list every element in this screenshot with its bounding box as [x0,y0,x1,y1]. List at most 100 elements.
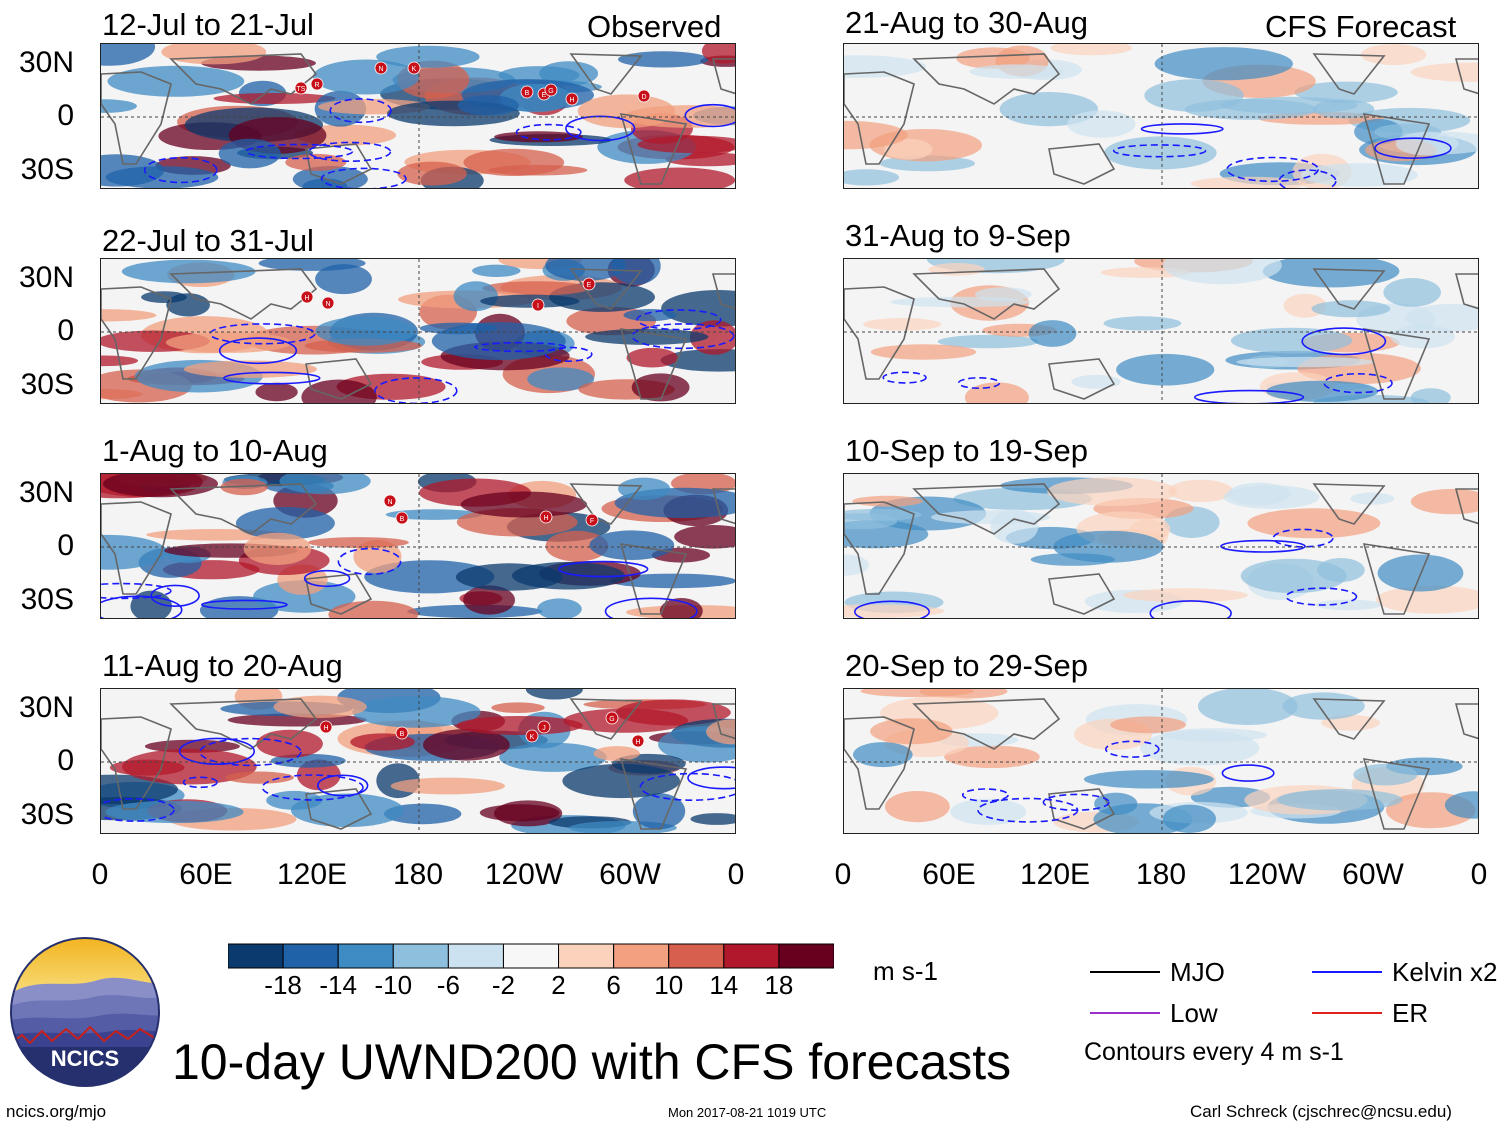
kelvin-contour [684,103,735,128]
svg-text:B: B [525,90,530,97]
panel-title-fc-3: 10-Sep to 19-Sep [845,433,1089,468]
coastline [1454,703,1478,740]
anomaly-blob [562,763,680,799]
kelvin-contour [1220,539,1306,553]
anomaly-blob [1353,763,1418,786]
colorbar-swatch [447,943,504,969]
kelvin-contour [1104,740,1160,758]
lat-tick-label: 30N [18,46,74,79]
anomaly-blob [480,294,580,308]
anomaly-blob [525,689,583,700]
lon-tick-label: 120E [276,858,348,891]
kelvin-contour [977,797,1079,823]
anomaly-blob [253,580,356,613]
map-panel-obs-3: N B H F [100,473,736,619]
anomaly-blob [1162,804,1216,833]
anomaly-blob [105,800,244,824]
lat-tick-label: 30S [20,798,74,831]
map-panel-fc-1 [843,43,1479,189]
lon-tick-label: 60E [179,858,233,891]
coastline [1454,273,1478,310]
anomaly-blob [101,44,156,66]
colorbar-swatch [337,943,394,969]
anomaly-blob [539,61,599,86]
lat-tick-label: 30N [18,261,74,294]
lon-tick-label: 180 [1135,858,1187,891]
anomaly-blob [990,509,1039,544]
coastline [169,268,318,320]
anomaly-blob [1116,353,1215,386]
lat-tick-label: 30N [18,476,74,509]
anomaly-blob [1104,136,1217,170]
logo-text: NCICS [51,1046,119,1071]
coastline [569,698,643,740]
anomaly-blob [844,169,900,186]
anomaly-blob [460,491,588,518]
anomaly-blob [919,689,1008,699]
svg-text:D: D [641,94,646,101]
anomaly-blob [141,291,187,303]
storm-marker: I [531,298,545,312]
svg-text:J: J [542,725,546,732]
anomaly-blob [273,695,367,718]
footer-author: Carl Schreck (cjschrec@ncsu.edu) [1190,1102,1452,1121]
kelvin-contour [178,737,256,766]
svg-text:G: G [548,88,553,95]
coastline [569,53,643,95]
storm-marker: G [544,83,558,97]
svg-text:E: E [587,282,592,289]
anomaly-blob [537,598,582,618]
lon-tick-label: 60W [1342,858,1404,891]
kelvin-contour [308,141,392,163]
anomaly-blob [1383,278,1441,307]
coastline [619,543,688,615]
storm-marker: E [582,277,596,291]
lat-tick-label: 0 [57,744,74,777]
anomaly-blob [937,334,1039,349]
anomaly-blob [101,309,157,322]
anomaly-blob [1161,728,1267,742]
svg-text:TS: TS [297,86,306,93]
kelvin-contour [1285,587,1358,606]
anomaly-blob [631,373,690,402]
anomaly-blob [144,739,240,753]
coastline [711,488,735,525]
anomaly-blob [1184,99,1318,120]
anomaly-blob [352,696,481,728]
coastline [569,483,643,525]
anomaly-blob [1110,716,1187,734]
coastline [1362,113,1431,185]
svg-text:E: E [542,92,547,99]
panel-title-obs-1: 12-Jul to 21-Jul [102,7,314,42]
coastline [1312,268,1386,310]
anomaly-blob [1197,689,1298,725]
anomaly-blob [1300,163,1418,187]
anomaly-blob [632,793,686,830]
anomaly-blob [964,382,1029,403]
anomaly-blob [1240,558,1347,594]
storm-marker: R [310,77,324,91]
coastline [1454,58,1478,95]
storm-marker: H [300,290,314,304]
anomaly-blob [364,560,495,594]
storm-marker: K [407,61,421,75]
colorbar-swatch [778,943,834,969]
anomaly-blob [455,563,563,591]
kelvin-contour [200,599,288,610]
anomaly-blob [975,287,1032,302]
kelvin-contour [558,560,649,578]
anomaly-blob [1236,356,1375,368]
anomaly-blob [482,281,590,296]
legend-line-er [1312,1012,1382,1014]
anomaly-blob [884,138,933,160]
coastline [912,268,1061,320]
anomaly-blob [593,746,640,761]
svg-text:F: F [590,518,594,525]
anomaly-blob [609,573,735,589]
coastline [1048,143,1116,185]
anomaly-blob [456,716,583,735]
kelvin-contour [1112,144,1207,158]
svg-text:H: H [543,515,548,522]
anomaly-blob [944,745,1040,769]
anomaly-blob [279,474,371,495]
